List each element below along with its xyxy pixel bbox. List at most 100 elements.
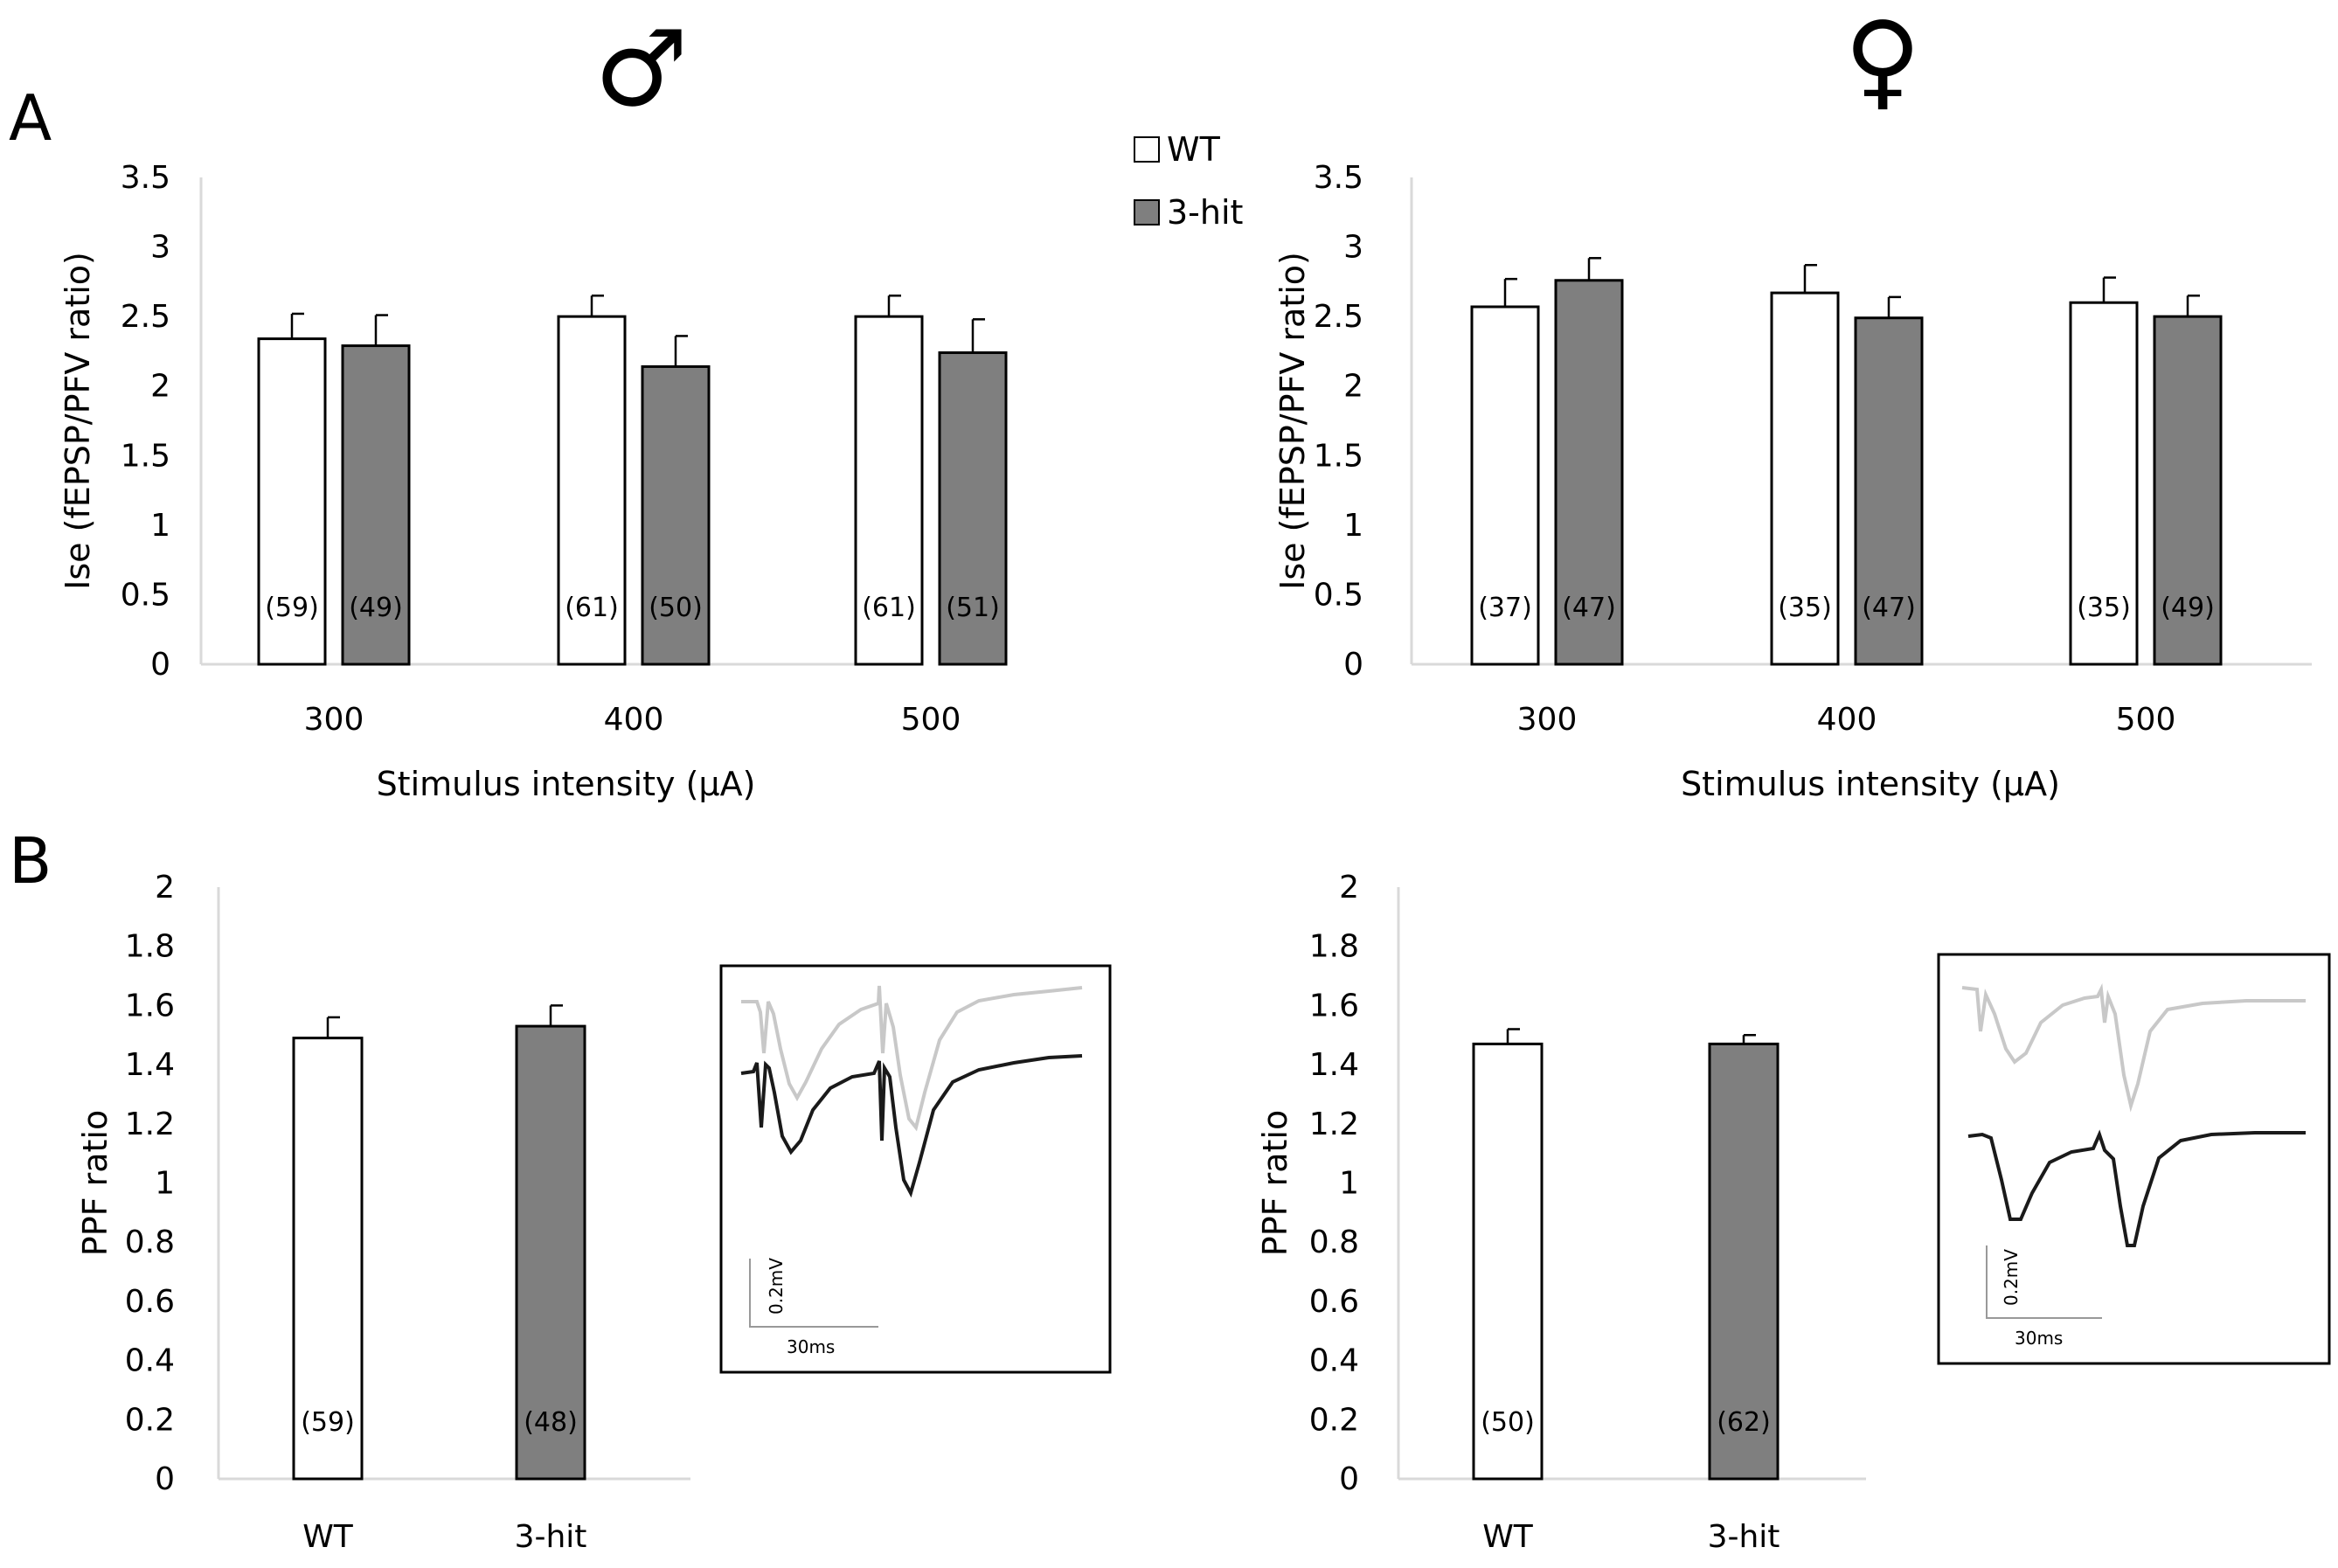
x-axis-title: Stimulus intensity (µA) <box>1681 765 2060 803</box>
y-tick-label: 0 <box>1339 1461 1359 1497</box>
trace-3hit-male <box>740 1054 1083 1198</box>
scale-bar-female <box>1986 1245 2102 1319</box>
chart-ppf-female: 0 0.2 0.4 0.6 0.8 1 1.2 1.4 1.6 1.8 2 PPF ratio (50)… <box>1256 870 1866 1555</box>
trace-wt-female <box>1961 982 2306 1113</box>
y-tick-label: 1.4 <box>1309 1047 1359 1083</box>
x-tick-label: 500 <box>2116 702 2176 738</box>
x-axis-title: Stimulus intensity (µA) <box>377 765 756 803</box>
n-label: (59) <box>301 1407 355 1438</box>
y-tick-label: 0.4 <box>1309 1343 1359 1379</box>
x-tick-label: 3-hit <box>515 1519 587 1555</box>
n-label: (50) <box>1481 1407 1535 1438</box>
n-label: (37) <box>1478 593 1532 623</box>
chart-ise-female: 0 0.5 1 1.5 2 2.5 3 3.5 Ise (fEPSP/PFV ratio) (37… <box>1273 160 2312 803</box>
x-tick-label: 300 <box>304 702 364 738</box>
legend-wt-swatch <box>1134 136 1160 163</box>
y-tick-label: 0.5 <box>1314 577 1363 613</box>
n-label: (47) <box>1862 593 1916 623</box>
y-tick-label: 0.8 <box>1309 1225 1359 1260</box>
bar <box>257 337 327 666</box>
y-tick-label: 1 <box>155 1166 175 1202</box>
bar <box>1770 291 1840 666</box>
female-symbol: ♀ <box>1844 0 1921 121</box>
y-tick-label: 2.5 <box>1314 299 1363 335</box>
y-tick-label: 3.5 <box>1314 160 1363 196</box>
y-tick-label: 1.8 <box>1309 929 1359 965</box>
y-tick-label: 1 <box>150 508 170 544</box>
y-tick-label: 1.6 <box>1309 988 1359 1023</box>
n-label: (61) <box>565 593 619 623</box>
y-axis-title: PPF ratio <box>1256 1110 1294 1256</box>
bar <box>938 351 1008 666</box>
y-tick-label: 3 <box>150 230 170 266</box>
y-tick-label: 0 <box>150 647 170 683</box>
n-label: (51) <box>946 593 1000 623</box>
chart-ise-male: 0 0.5 1 1.5 2 2.5 3 3.5 Ise (fEPSP/PFV ratio) (59… <box>59 160 1008 803</box>
n-label: (50) <box>649 593 703 623</box>
y-tick-label: 0.2 <box>125 1402 175 1438</box>
bar <box>515 1024 586 1481</box>
y-tick-label: 1 <box>1339 1166 1359 1202</box>
bar <box>557 315 627 666</box>
y-axis-title: PPF ratio <box>76 1110 114 1256</box>
legend-3hit-swatch <box>1134 199 1160 225</box>
y-tick-label: 2 <box>155 870 175 905</box>
trace-3hit-female <box>1967 1129 2306 1247</box>
n-label: (35) <box>2077 593 2131 623</box>
bar <box>292 1037 364 1481</box>
panel-label-b: B <box>9 824 52 898</box>
chart-ppf-male: 0 0.2 0.4 0.6 0.8 1 1.2 1.4 1.6 1.8 2 PPF ratio (59)… <box>76 870 690 1555</box>
y-axis-title: Ise (fEPSP/PFV ratio) <box>59 252 97 590</box>
y-tick-label: 0.4 <box>125 1343 175 1379</box>
trace-wt-male <box>741 985 1083 1132</box>
n-label: (59) <box>265 593 319 623</box>
male-symbol: ♂ <box>594 9 689 130</box>
x-tick-label: 400 <box>604 702 664 738</box>
y-axis-title: Ise (fEPSP/PFV ratio) <box>1273 252 1312 590</box>
y-tick-label: 1.2 <box>1309 1107 1359 1142</box>
bar <box>2153 315 2223 666</box>
y-tick-label: 1.5 <box>1314 438 1363 474</box>
bar <box>854 315 924 666</box>
y-tick-label: 2.5 <box>121 299 170 335</box>
legend-wt-label: WT <box>1167 130 1221 169</box>
n-label: (48) <box>524 1407 578 1438</box>
y-tick-label: 2 <box>1339 870 1359 905</box>
n-label: (47) <box>1562 593 1616 623</box>
y-tick-label: 3.5 <box>121 160 170 196</box>
y-tick-label: 0.6 <box>1309 1284 1359 1320</box>
x-tick-label: WT <box>1482 1519 1534 1555</box>
legend-3hit-label: 3-hit <box>1167 193 1243 232</box>
y-tick-label: 1.8 <box>125 929 175 965</box>
panel-label-a: A <box>9 81 52 155</box>
y-tick-label: 2 <box>150 369 170 405</box>
y-tick-label: 0.5 <box>121 577 170 613</box>
y-tick-label: 3 <box>1343 230 1363 266</box>
x-tick-label: 3-hit <box>1708 1519 1780 1555</box>
y-tick-label: 1.2 <box>125 1107 175 1142</box>
y-tick-label: 1.6 <box>125 988 175 1023</box>
n-label: (35) <box>1778 593 1832 623</box>
y-tick-label: 1.4 <box>125 1047 175 1083</box>
n-label: (49) <box>2161 593 2215 623</box>
inset-traces-male: 0.2mV 30ms <box>719 964 1112 1374</box>
n-label: (62) <box>1717 1407 1771 1438</box>
bar <box>1708 1042 1780 1481</box>
y-tick-label: 0 <box>1343 647 1363 683</box>
y-tick-label: 0 <box>155 1461 175 1497</box>
scale-time-male: 30ms <box>787 1336 835 1357</box>
scale-voltage-male: 0.2mV <box>766 1258 787 1315</box>
y-tick-label: 0.2 <box>1309 1402 1359 1438</box>
scale-bar-male <box>749 1259 878 1328</box>
scale-time-female: 30ms <box>2015 1328 2063 1349</box>
x-tick-label: WT <box>302 1519 354 1555</box>
y-tick-label: 0.6 <box>125 1284 175 1320</box>
inset-frame-male <box>719 964 1112 1374</box>
scale-voltage-female: 0.2mV <box>2001 1249 2022 1306</box>
n-label: (49) <box>349 593 403 623</box>
y-tick-label: 2 <box>1343 369 1363 405</box>
y-tick-label: 0.8 <box>125 1225 175 1260</box>
inset-frame-female <box>1937 953 2331 1365</box>
bar <box>341 344 411 666</box>
